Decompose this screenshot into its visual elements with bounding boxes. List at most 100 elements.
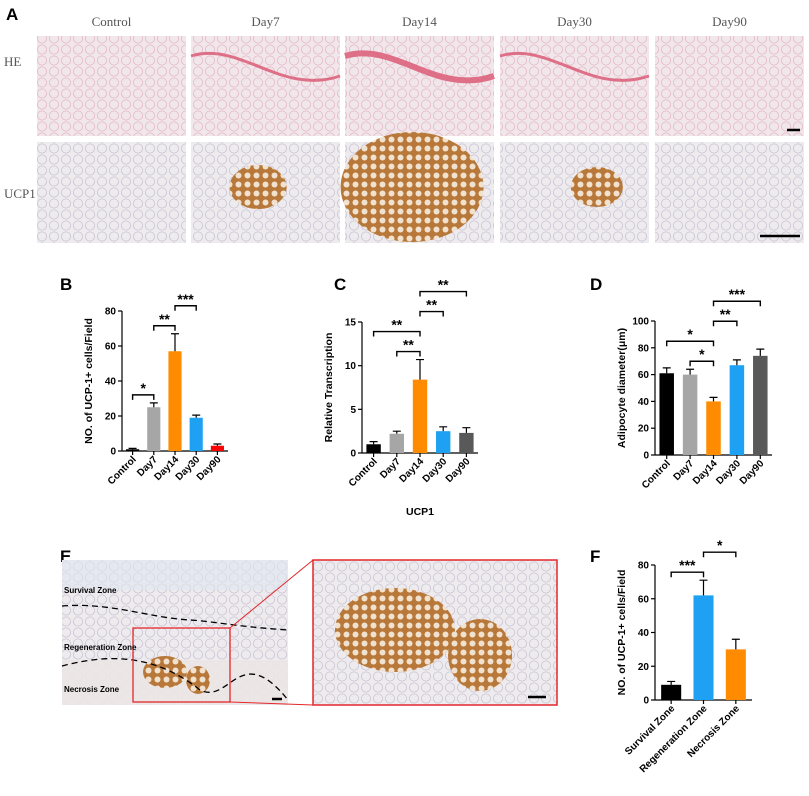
significance-bracket	[666, 340, 715, 347]
error-bar	[709, 396, 718, 402]
error-bar	[756, 348, 765, 356]
x-tick-label: Day90	[195, 454, 224, 483]
y-tick-label: 0	[643, 696, 649, 707]
zone-boundary	[61, 604, 289, 631]
column-header: Day30	[557, 14, 592, 29]
micrograph	[37, 142, 186, 243]
significance-bracket	[153, 325, 176, 331]
bar	[753, 355, 768, 455]
panel-label: F	[590, 547, 600, 566]
y-tick-label: 0	[110, 447, 116, 458]
significance-bracket	[419, 310, 444, 317]
y-tick-label: 20	[105, 412, 117, 423]
zoom-box	[132, 627, 231, 703]
zone-boundary	[61, 657, 289, 701]
bar-chart: C 0 5 10 15 Relative Transcription UCP1 Control…	[323, 275, 478, 518]
row-header: UCP1	[4, 186, 36, 201]
significance-label: *	[717, 537, 723, 553]
significance-label: *	[687, 326, 693, 342]
stained-region	[190, 51, 341, 82]
x-tick-label: Control	[347, 456, 380, 489]
error-bar	[662, 367, 671, 374]
stained-region	[448, 619, 512, 691]
y-tick-label: 20	[638, 662, 650, 673]
error-bar	[731, 638, 740, 650]
x-tick-label: Day30	[714, 458, 743, 487]
panel-a: A Control Day7 Day14 Day30 Day90 HE UCP1	[4, 5, 804, 243]
x-tick-label: Day14	[691, 458, 720, 487]
bar	[459, 432, 474, 453]
stained-region	[570, 167, 623, 207]
significance-label: ***	[177, 291, 194, 307]
stained-region	[229, 165, 287, 209]
y-tick-label: 80	[638, 561, 650, 572]
bar-chart: D 0 20 40 60 80 100 Adipocyte diameter(μm) Contr…	[590, 275, 772, 491]
error-bar	[732, 359, 741, 366]
significance-bracket	[670, 571, 705, 578]
row-header: HE	[4, 54, 21, 69]
error-bar	[667, 680, 676, 685]
y-axis-title: Relative Transcription	[323, 333, 335, 443]
y-tick-label: 60	[105, 342, 117, 353]
significance-label: **	[403, 337, 414, 353]
column-header: Control	[92, 14, 132, 29]
y-tick-label: 40	[638, 397, 650, 408]
y-tick-label: 80	[105, 307, 117, 318]
error-bar	[128, 447, 137, 450]
significance-label: *	[140, 380, 146, 396]
y-axis-title: Adipocyte diameter(μm)	[616, 328, 628, 448]
significance-bracket	[131, 394, 155, 400]
stained-region	[143, 656, 187, 688]
significance-label: ***	[729, 286, 746, 302]
error-bar	[369, 441, 378, 445]
error-bar	[416, 358, 424, 380]
zone-label: Necrosis Zone	[64, 685, 120, 694]
bar	[729, 365, 745, 455]
bar	[659, 373, 674, 455]
significance-bracket	[712, 300, 761, 307]
stained-region	[499, 51, 650, 82]
bar	[436, 431, 451, 453]
significance-bracket	[702, 551, 737, 558]
error-bar	[192, 414, 201, 418]
column-header: Day90	[712, 14, 747, 29]
stained-region	[186, 666, 210, 694]
micrograph	[655, 36, 804, 136]
error-bar	[149, 402, 158, 408]
bar	[389, 433, 404, 453]
significance-label: *	[699, 346, 705, 362]
x-tick-label: Day30	[421, 456, 450, 485]
y-tick-label: 0	[643, 451, 649, 462]
significance-bracket	[174, 305, 197, 311]
panel-label: D	[590, 275, 602, 294]
x-tick-label: Control	[106, 454, 139, 487]
column-header: Day14	[402, 14, 437, 29]
error-bar	[462, 427, 471, 433]
significance-label: **	[438, 277, 449, 293]
y-tick-label: 60	[638, 594, 650, 605]
error-bar	[439, 426, 448, 432]
bar	[189, 417, 203, 451]
error-bar	[213, 443, 222, 446]
significance-label: **	[720, 306, 731, 322]
x-tick-label: Day90	[738, 458, 767, 487]
significance-label: ***	[679, 557, 696, 573]
bar	[693, 595, 714, 700]
panel-label: A	[6, 5, 18, 24]
panel-label: B	[60, 275, 72, 294]
y-tick-label: 10	[345, 361, 357, 372]
panel-label: C	[334, 275, 346, 294]
y-axis-title: NO. of UCP-1+ cells/Field	[83, 318, 95, 444]
zone-label: Regeneration Zone	[64, 643, 137, 652]
panel-e: E Survival Zone Regeneration Zone Necros…	[60, 547, 558, 706]
error-bar	[699, 579, 708, 596]
error-bar	[392, 430, 401, 434]
y-tick-label: 40	[105, 377, 117, 388]
bar	[682, 374, 698, 455]
x-tick-label: Day14	[398, 456, 427, 485]
bar	[725, 649, 746, 700]
bar	[126, 449, 140, 451]
significance-bracket	[396, 350, 421, 357]
bar	[661, 684, 682, 700]
